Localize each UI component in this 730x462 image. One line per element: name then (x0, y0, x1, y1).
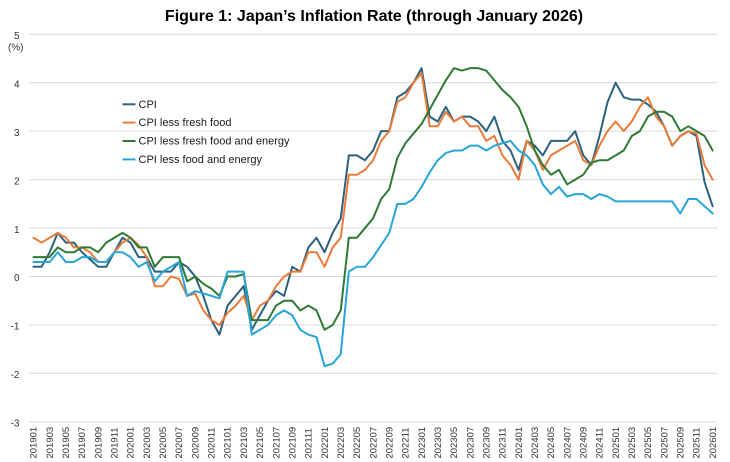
svg-text:201907: 201907 (77, 427, 88, 459)
svg-text:202301: 202301 (417, 427, 428, 459)
svg-text:202409: 202409 (578, 427, 589, 459)
svg-text:202007: 202007 (174, 427, 185, 459)
svg-text:2: 2 (14, 176, 20, 187)
svg-text:202103: 202103 (239, 427, 250, 459)
svg-text:CPI less food and energy: CPI less food and energy (139, 154, 263, 166)
svg-text:202411: 202411 (595, 428, 606, 459)
svg-text:202505: 202505 (643, 427, 654, 459)
svg-text:202305: 202305 (449, 427, 460, 459)
svg-text:202405: 202405 (546, 427, 557, 459)
svg-text:202009: 202009 (190, 427, 201, 459)
svg-text:0: 0 (14, 273, 20, 284)
svg-text:202205: 202205 (352, 427, 363, 459)
svg-text:202209: 202209 (384, 427, 395, 459)
svg-text:201903: 201903 (45, 427, 56, 459)
svg-text:202307: 202307 (465, 427, 476, 459)
svg-text:202201: 202201 (320, 427, 331, 459)
svg-text:-1: -1 (11, 322, 20, 333)
svg-text:202507: 202507 (659, 427, 670, 459)
svg-text:202309: 202309 (481, 427, 492, 459)
svg-text:202511: 202511 (692, 428, 703, 459)
svg-text:202211: 202211 (401, 428, 412, 459)
svg-text:1: 1 (14, 225, 20, 236)
svg-text:-2: -2 (11, 370, 20, 381)
svg-text:201901: 201901 (29, 427, 40, 459)
svg-text:201911: 201911 (110, 428, 121, 459)
svg-text:202501: 202501 (611, 427, 622, 459)
svg-text:3: 3 (14, 128, 20, 139)
svg-text:202107: 202107 (271, 427, 282, 459)
svg-text:201909: 201909 (93, 427, 104, 459)
svg-text:202601: 202601 (708, 427, 719, 459)
svg-text:202001: 202001 (126, 427, 137, 459)
svg-text:202503: 202503 (627, 427, 638, 459)
svg-text:202003: 202003 (142, 427, 153, 459)
svg-text:202005: 202005 (158, 427, 169, 459)
svg-text:202111: 202111 (304, 428, 315, 458)
svg-text:4: 4 (14, 79, 20, 90)
svg-text:202407: 202407 (562, 427, 573, 459)
svg-text:202011: 202011 (207, 428, 218, 459)
svg-text:CPI less fresh food: CPI less fresh food (139, 117, 232, 129)
svg-text:201905: 201905 (61, 427, 72, 459)
svg-text:202203: 202203 (336, 427, 347, 459)
svg-text:202311: 202311 (498, 428, 509, 459)
svg-text:5: 5 (14, 31, 20, 42)
svg-text:202303: 202303 (433, 427, 444, 459)
svg-text:CPI: CPI (139, 99, 157, 111)
svg-text:-3: -3 (11, 419, 20, 430)
svg-text:CPI less fresh food and energy: CPI less fresh food and energy (139, 136, 291, 148)
svg-text:202101: 202101 (223, 427, 234, 459)
svg-text:202105: 202105 (255, 427, 266, 459)
svg-text:202401: 202401 (514, 427, 525, 459)
svg-text:202509: 202509 (676, 427, 687, 459)
svg-text:202207: 202207 (368, 427, 379, 459)
svg-text:202403: 202403 (530, 427, 541, 459)
svg-text:202109: 202109 (287, 427, 298, 459)
svg-text:(%): (%) (8, 43, 24, 54)
